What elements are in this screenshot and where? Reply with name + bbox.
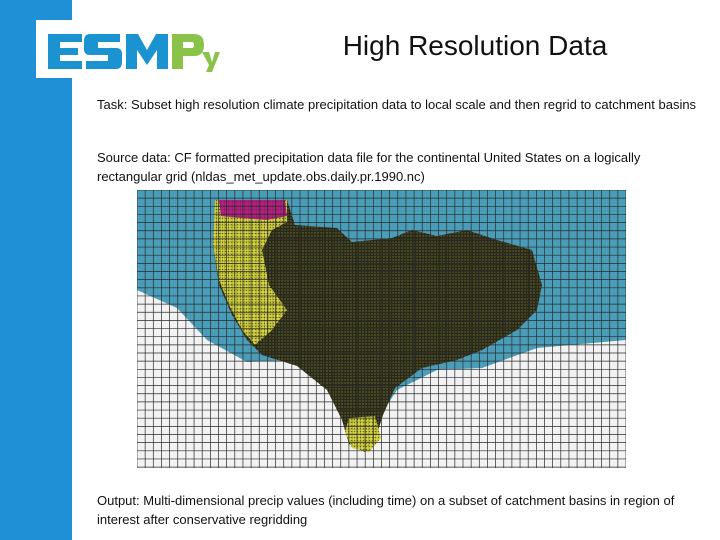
- source-text: Source data: CF formatted precipitation …: [97, 150, 641, 184]
- logo-letter-p: [172, 34, 204, 69]
- logo-letter-m: [126, 34, 168, 69]
- esmpy-logo: [36, 20, 226, 78]
- regular-grid: [137, 190, 626, 468]
- task-text: Task: Subset high resolution climate pre…: [97, 97, 697, 112]
- logo-letter-y: [202, 52, 220, 72]
- logo-letter-s: [84, 34, 122, 69]
- esmpy-logo-graphic: [48, 34, 220, 72]
- slide-title: High Resolution Data: [342, 30, 608, 61]
- logo-letter-e: [48, 34, 82, 69]
- output-text: Output: Multi-dimensional precip values …: [97, 493, 675, 527]
- map-figure: [137, 190, 626, 468]
- left-accent-bar: [0, 0, 72, 540]
- precipitation-grid-map: [137, 190, 626, 468]
